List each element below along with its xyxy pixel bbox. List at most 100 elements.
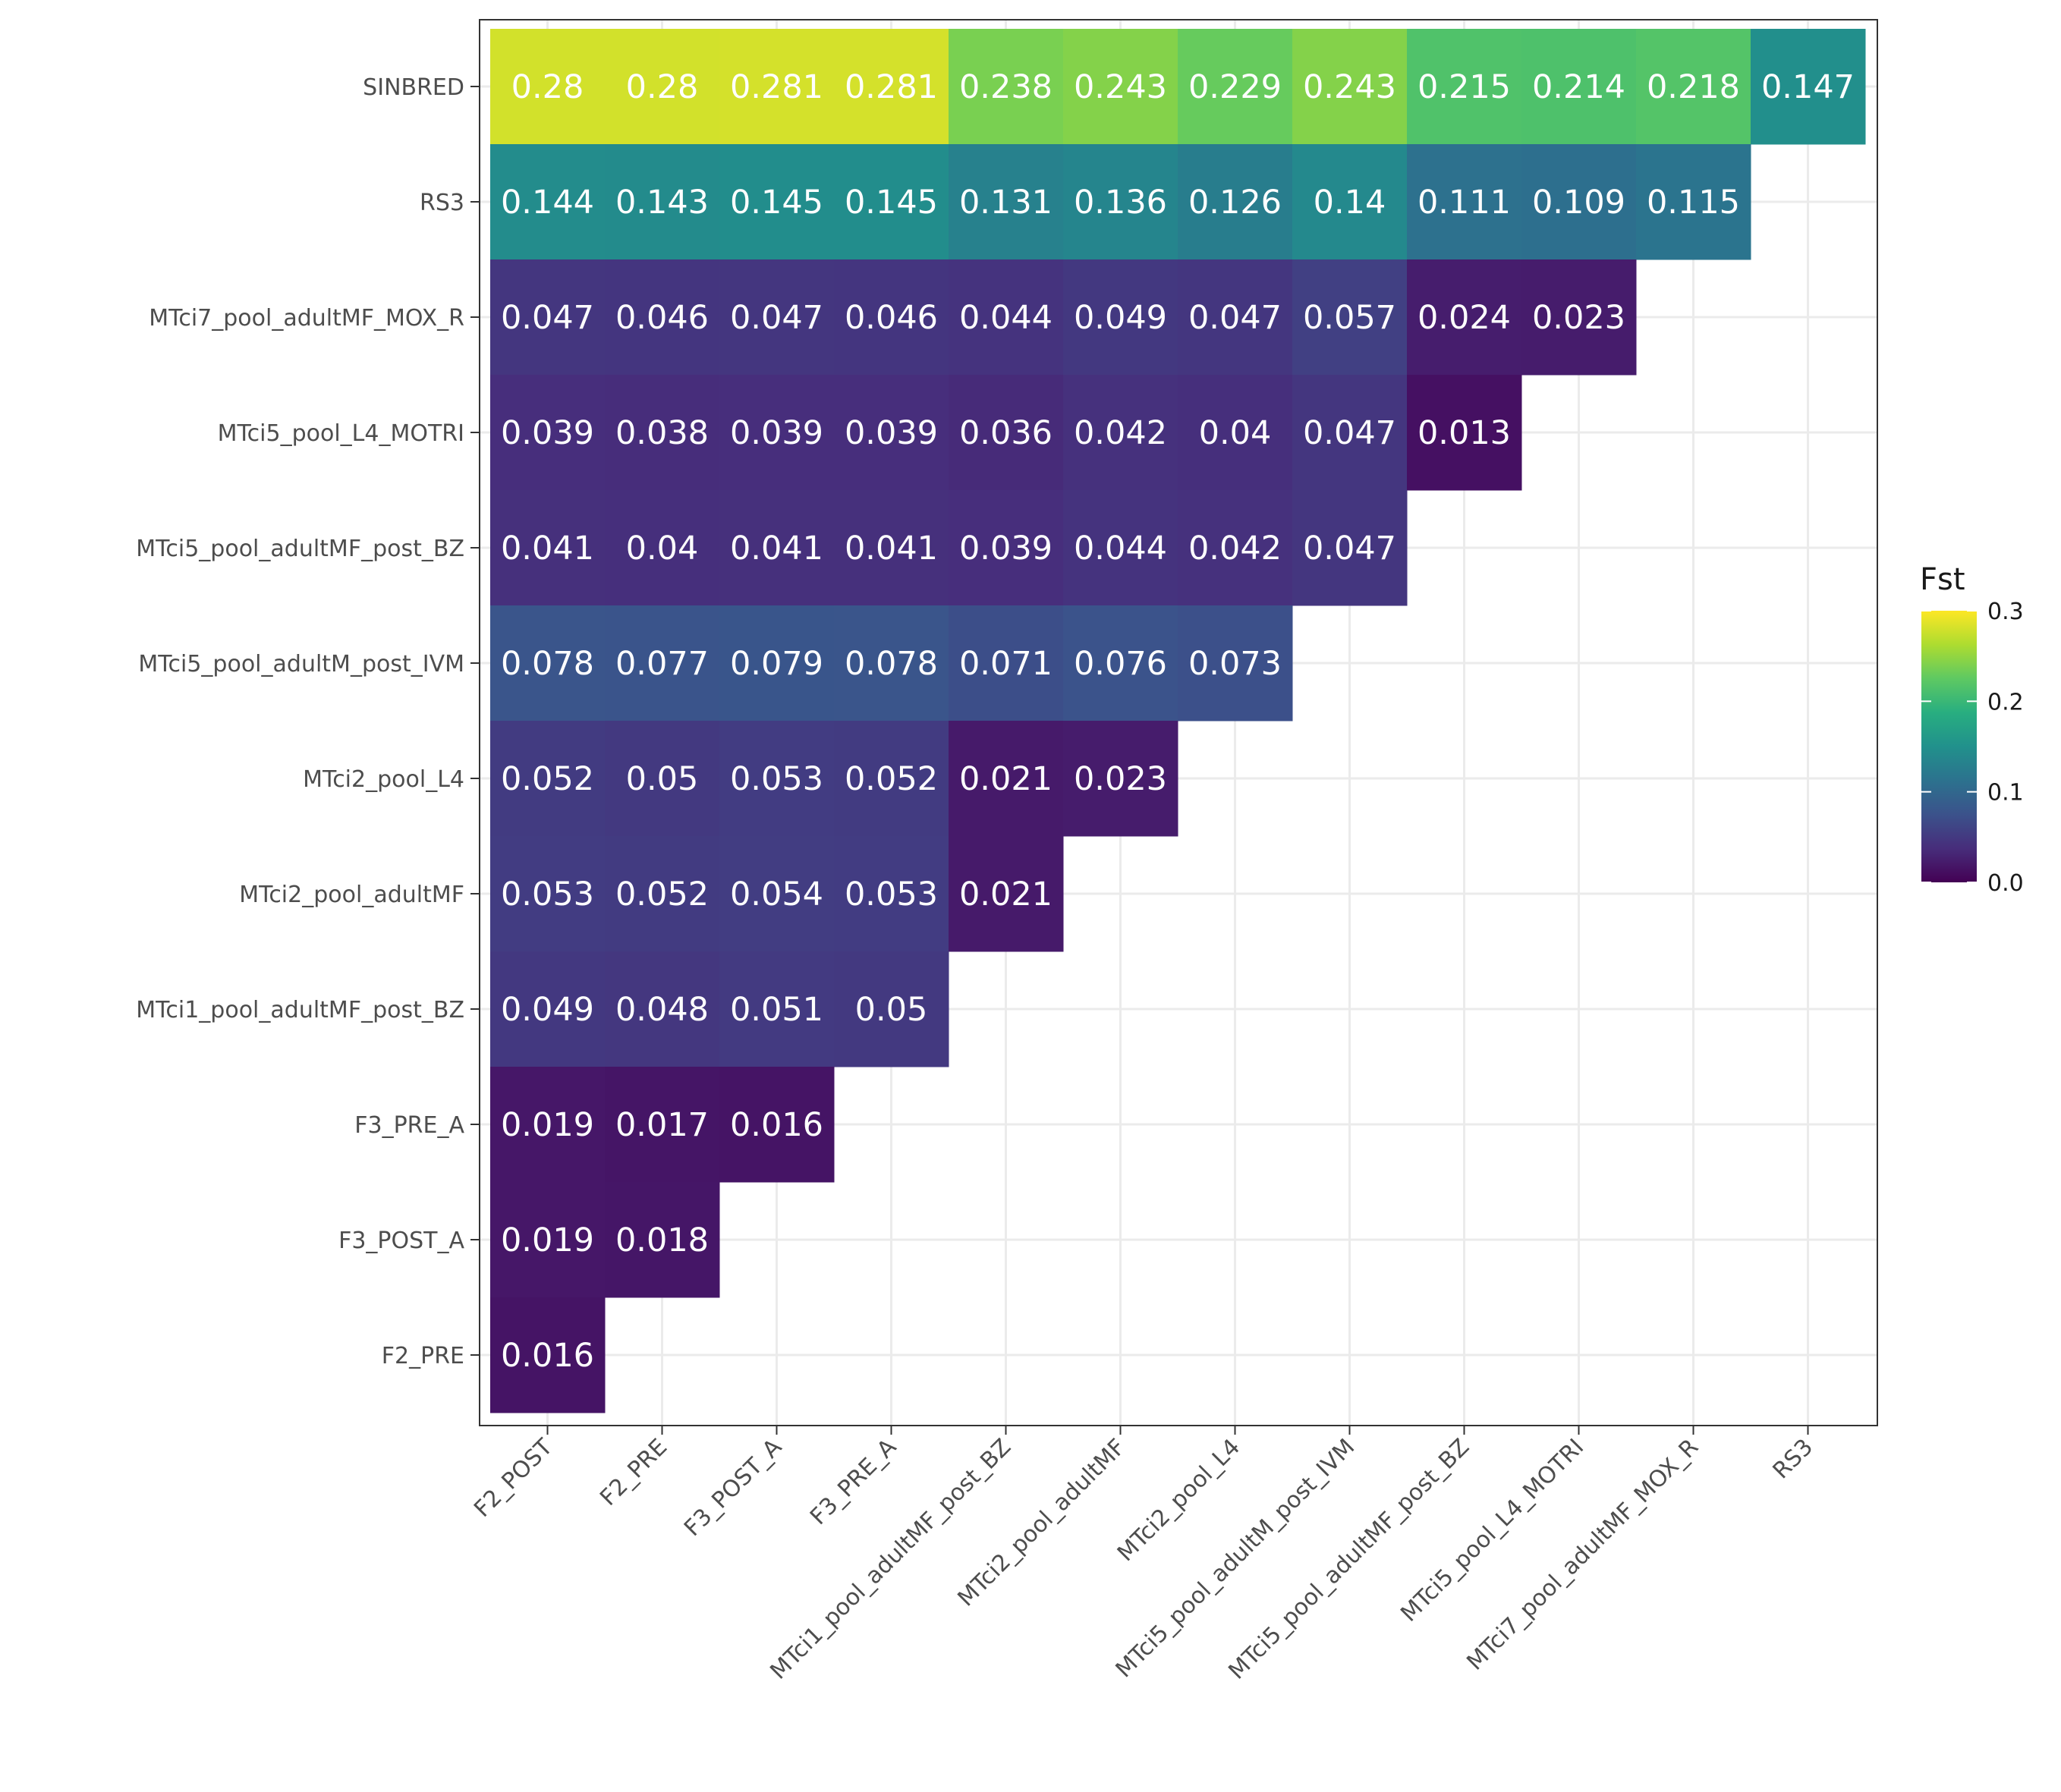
- heatmap-cell: [490, 490, 606, 606]
- cell-value-label: 0.126: [1188, 184, 1282, 222]
- heatmap-cell: [1178, 375, 1293, 491]
- cell-value-label: 0.013: [1418, 414, 1511, 452]
- cell-value-label: 0.214: [1532, 68, 1625, 106]
- heatmap-cell: [1407, 259, 1522, 376]
- y-tick-label-mtci5-pool-l4-motri: MTci5_pool_L4_MOTRI: [218, 420, 464, 447]
- cell-value-label: 0.044: [959, 299, 1053, 337]
- heatmap-cell: [605, 1182, 720, 1298]
- cell-value-label: 0.131: [959, 184, 1053, 222]
- heatmap-cell: [834, 490, 949, 606]
- cell-value-label: 0.052: [845, 760, 938, 798]
- cell-value-label: 0.047: [1303, 530, 1396, 567]
- y-tick-label-mtci2-pool-l4: MTci2_pool_L4: [303, 766, 464, 793]
- cell-value-label: 0.018: [615, 1221, 709, 1259]
- heatmap-cell: [490, 951, 606, 1067]
- heatmap-cell: [834, 605, 949, 722]
- y-tick-label-rs3: RS3: [420, 190, 464, 216]
- heatmap-cell: [1063, 259, 1178, 376]
- cell-value-label: 0.145: [730, 184, 823, 222]
- cell-value-label: 0.238: [959, 68, 1053, 106]
- cell-value-label: 0.04: [1199, 414, 1272, 452]
- heatmap-cell: [834, 144, 949, 260]
- heatmap-cell: [605, 721, 720, 837]
- cell-value-label: 0.016: [501, 1337, 594, 1375]
- heatmap-cell: [1407, 375, 1522, 491]
- heatmap-cell: [1292, 259, 1408, 376]
- cell-value-label: 0.051: [730, 991, 823, 1029]
- legend-tick-label: 0.0: [1987, 870, 2024, 897]
- cell-value-label: 0.111: [1418, 184, 1511, 222]
- cell-value-label: 0.053: [845, 876, 938, 913]
- heatmap-cell: [719, 375, 835, 491]
- cell-value-label: 0.229: [1188, 68, 1282, 106]
- x-tick-label-mtci5-pool-adultmf-post-bz: MTci5_pool_adultMF_post_BZ: [1223, 1434, 1474, 1685]
- cell-value-label: 0.019: [501, 1106, 594, 1144]
- heatmap-cell: [719, 836, 835, 952]
- heatmap-cell: [605, 1067, 720, 1183]
- cell-value-label: 0.048: [615, 991, 709, 1029]
- heatmap-cell: [1521, 259, 1637, 376]
- heatmap-cell: [834, 836, 949, 952]
- cell-value-label: 0.077: [615, 645, 709, 683]
- heatmap-cell: [605, 490, 720, 606]
- heatmap-cell: [605, 605, 720, 722]
- heatmap-cell: [1751, 29, 1866, 145]
- cell-value-label: 0.078: [845, 645, 938, 683]
- cell-value-label: 0.14: [1314, 184, 1386, 222]
- y-axis: SINBRED RS3 MTci7_pool_adultMF_MOX_R MTci5_…: [136, 74, 480, 1369]
- cell-value-label: 0.218: [1647, 68, 1740, 106]
- cell-value-label: 0.243: [1074, 68, 1167, 106]
- y-tick-label-mtci1-pool-adultmf-post-bz: MTci1_pool_adultMF_post_BZ: [136, 997, 464, 1023]
- cell-value-label: 0.023: [1074, 760, 1167, 798]
- legend-ticks: 0.0 0.1 0.2 0.3: [1921, 599, 2024, 897]
- heatmap-cell: [1178, 144, 1293, 260]
- cell-value-label: 0.078: [501, 645, 594, 683]
- heatmap-cell: [1178, 29, 1293, 145]
- heatmap-cell: [834, 375, 949, 491]
- x-axis: F2_POST F2_PRE F3_POST_A F3_PRE_AMTci1_pool…: [469, 1426, 1818, 1685]
- heatmap-cell: [490, 836, 606, 952]
- x-tick-label-f3-pre-a: F3_PRE_A: [805, 1434, 901, 1530]
- cell-value-label: 0.049: [1074, 299, 1167, 337]
- x-tick-label-f2-post: F2_POST: [469, 1433, 558, 1522]
- cell-value-label: 0.021: [959, 876, 1053, 913]
- cell-value-label: 0.215: [1418, 68, 1511, 106]
- cell-value-label: 0.041: [845, 530, 938, 567]
- heatmap-cell: [1521, 144, 1637, 260]
- heatmap-cell: [949, 605, 1064, 722]
- cell-value-label: 0.047: [1188, 299, 1282, 337]
- heatmap-cell: [1292, 490, 1408, 606]
- heatmap-cell: [834, 721, 949, 837]
- y-tick-label-sinbred: SINBRED: [363, 74, 464, 101]
- cell-value-label: 0.052: [501, 760, 594, 798]
- x-tick-label-mtci1-pool-adultmf-post-bz: MTci1_pool_adultMF_post_BZ: [765, 1434, 1016, 1685]
- heatmap-cell: [1636, 144, 1751, 260]
- cell-value-label: 0.057: [1303, 299, 1396, 337]
- legend-tick-label: 0.3: [1987, 599, 2024, 625]
- cell-value-label: 0.046: [845, 299, 938, 337]
- heatmap-cell: [949, 721, 1064, 837]
- cell-value-label: 0.024: [1418, 299, 1511, 337]
- cell-value-label: 0.052: [615, 876, 709, 913]
- heatmap-cell: [1407, 29, 1522, 145]
- legend-tick-label: 0.2: [1987, 689, 2024, 715]
- x-tick-label-f2-pre: F2_PRE: [595, 1434, 672, 1511]
- cell-value-label: 0.243: [1303, 68, 1396, 106]
- cell-value-label: 0.04: [626, 530, 699, 567]
- heatmap-cell: [490, 375, 606, 491]
- heatmap-cell: [605, 836, 720, 952]
- cell-value-label: 0.281: [845, 68, 938, 106]
- heatmap-cell: [1178, 259, 1293, 376]
- cell-value-label: 0.019: [501, 1221, 594, 1259]
- cell-value-label: 0.017: [615, 1106, 709, 1144]
- heatmap-cell: [719, 1067, 835, 1183]
- heatmap-cell: [949, 375, 1064, 491]
- heatmap-cell: [605, 259, 720, 376]
- y-tick-label-mtci5-pool-adultmf-post-bz: MTci5_pool_adultMF_post_BZ: [136, 536, 464, 562]
- cell-value-label: 0.038: [615, 414, 709, 452]
- heatmap-cell: [949, 144, 1064, 260]
- heatmap-cell: [605, 375, 720, 491]
- heatmap-cell: [834, 951, 949, 1067]
- heatmap-cell: [1063, 375, 1178, 491]
